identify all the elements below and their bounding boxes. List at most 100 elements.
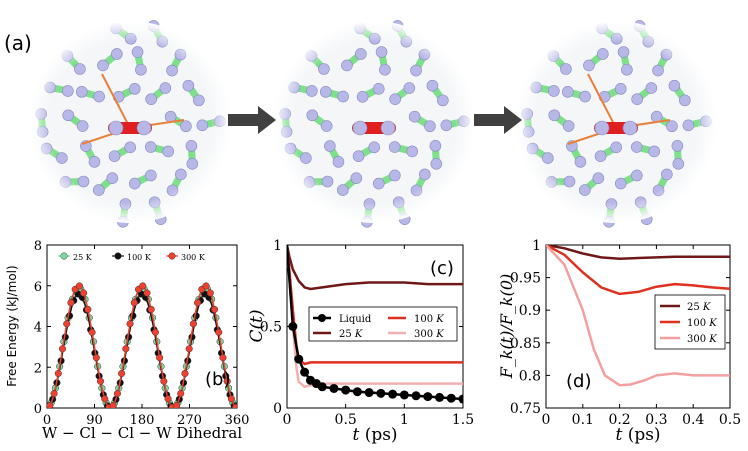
data-point [446,393,456,403]
data-point [329,383,339,393]
panel-b: 0 90 180 270 360 0 2 4 6 8 25 K 100 K 300 K (b) W −… [5,239,249,442]
panel-d-xtick-label: 0.3 [645,412,667,428]
data-point [341,385,351,395]
data-point [376,388,386,398]
legend-label: 100 K [687,318,717,329]
panel-b-ylabel: Free Energy (kJ/mol) [5,265,19,386]
snapshot-edge-fade [29,21,231,223]
panel-c: 0 0.5 1 1.5 0 0.5 1 Liquid 25 K 100 K 300 K (c) t… [247,238,474,445]
panel-d-ytick-label: 0.75 [510,401,541,417]
snapshot-3 [515,20,717,228]
data-point [63,320,71,328]
series-line-100-K [47,293,237,408]
legend-unit: K [435,329,444,340]
panel-d-xlabel: t (ps) [615,425,660,445]
data-point [210,305,219,313]
data-point [194,299,202,307]
panel-b-xtick-label: 90 [86,413,103,428]
panel-d-ylabel: F_k(t)/F_k(0) [497,274,516,380]
panel-d-xtick-label: 0.4 [682,412,704,428]
panel-d-ytick-label: 1 [532,238,541,254]
legend-label: 100 K [414,314,444,325]
data-point [126,320,134,328]
data-point [435,392,445,402]
legend-label: 100 K [127,253,152,262]
legend-label: 25 K [687,302,711,313]
data-point [227,395,235,403]
data-point [96,377,105,385]
panel-d-ytick-label: 0.85 [510,336,541,352]
snapshot-2 [273,20,475,228]
panel-c-ytick-label: 0 [273,401,282,417]
data-point [300,367,310,377]
data-point [172,402,181,408]
legend-label: 25 K [339,329,363,340]
series-line-25-K [546,245,730,260]
legend-unit: K [435,314,444,325]
panel-b-xtick-label: 180 [130,413,155,428]
data-point [139,282,147,290]
legend-label: Liquid [339,314,372,325]
legend-marker [114,252,122,260]
panel-c-xlabel: t (ps) [352,425,397,445]
data-point [151,328,159,336]
legend-marker [60,252,68,260]
data-point [109,402,117,408]
panel-d-frame [545,244,731,409]
data-point [219,354,227,362]
data-point [54,369,62,378]
panel-label-a: (a) [4,31,32,55]
panel-c-xtick-label: 0 [283,412,292,428]
data-point [58,345,67,353]
data-point [80,289,88,297]
panel-d-ytick-label: 0.95 [510,271,541,287]
legend-unit: K [354,329,363,340]
data-point [118,369,126,378]
legend-unit: K [702,302,711,313]
legend-label: 300 K [181,253,206,262]
series-line-100-K [546,245,730,296]
data-point [185,345,193,353]
panel-c-xtick-label: 1 [400,412,409,428]
data-point [164,395,172,403]
arrow-2 [474,106,522,134]
data-point [294,354,304,364]
data-point [223,377,231,385]
panel-b-ytick-label: 2 [34,361,42,376]
data-point [130,299,138,307]
data-point [317,382,327,392]
data-point [84,305,92,313]
snapshot-edge-fade [515,21,717,223]
data-point [101,395,109,403]
data-point [388,389,398,399]
panel-b-legend: 25 K 100 K 300 K [58,252,206,262]
panel-label-c: (c) [430,258,454,279]
data-point [113,390,121,398]
panel-d-xtick-label: 0.1 [572,412,594,428]
panel-b-ytick-label: 8 [34,239,42,254]
series-line-25-K [287,245,463,291]
data-point [215,328,223,336]
legend-label: 300 K [414,329,444,340]
data-point [75,282,83,290]
data-point [181,369,189,378]
data-point [88,328,96,336]
data-point [92,354,100,362]
data-point [147,305,155,313]
legend-box [308,306,458,342]
data-point [160,377,168,385]
arrow-1 [228,106,276,134]
snapshot-1 [29,20,231,228]
panel-b-ytick-label: 0 [34,402,42,417]
data-point [352,387,362,397]
panel-c-ylabel: C(t) [247,309,267,342]
data-point [206,289,214,297]
panel-label-b: (b) [205,369,230,390]
legend-label: 25 K [73,253,93,262]
panel-c-xtick-label: 1.5 [452,412,474,428]
panel-b-ytick-label: 4 [34,321,42,336]
data-point [458,394,463,404]
panel-d-xtick-label: 0 [542,412,551,428]
panel-d-xtick-label: 0.2 [608,412,630,428]
